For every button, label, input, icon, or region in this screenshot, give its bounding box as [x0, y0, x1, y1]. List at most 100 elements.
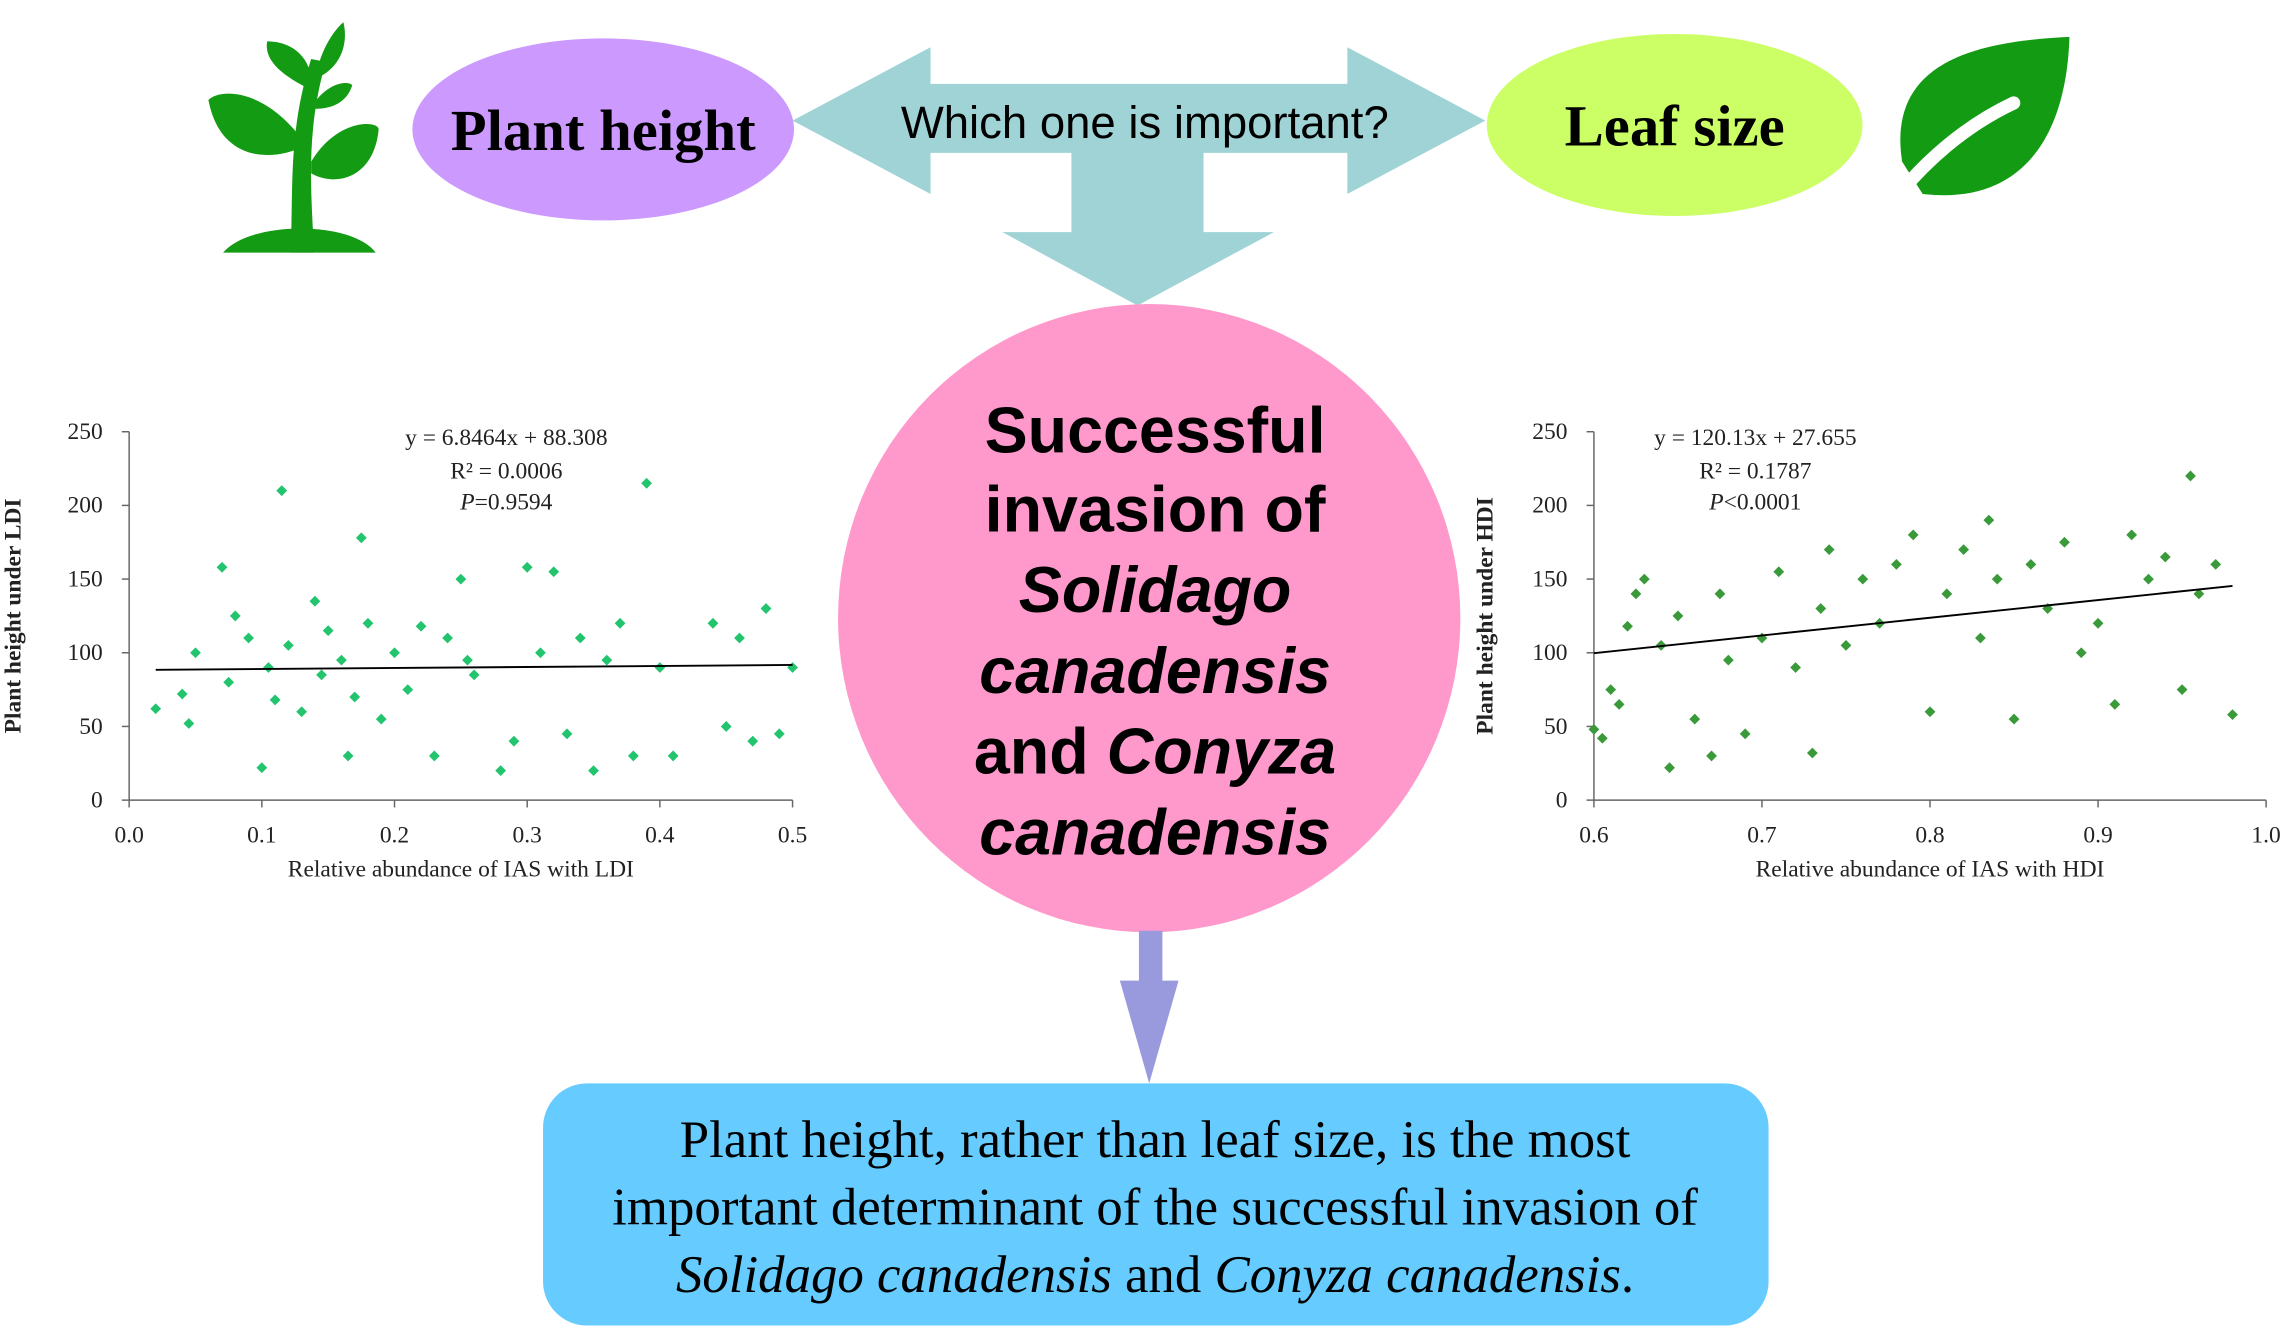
- point: [362, 617, 374, 629]
- point: [1664, 762, 1675, 774]
- point: [223, 676, 235, 688]
- y-tick-label: 0: [91, 787, 103, 813]
- center-line: Successful: [985, 394, 1326, 466]
- point: [2075, 647, 2087, 659]
- point: [276, 485, 288, 497]
- point: [641, 477, 653, 489]
- y-tick-label: 250: [68, 419, 103, 445]
- point: [442, 632, 453, 644]
- point: [747, 735, 759, 747]
- conclusion-box: [543, 1083, 1769, 1326]
- conclusion-line: important determinant of the successful …: [612, 1178, 1698, 1236]
- point: [336, 654, 347, 666]
- trendline: [1593, 584, 2233, 655]
- x-tick-label: 0.7: [1747, 823, 1777, 849]
- y-tick-label: 200: [1532, 493, 1567, 519]
- center-word: Conyza: [1107, 716, 1337, 788]
- conclusion-word: .: [1621, 1246, 1634, 1304]
- point: [707, 617, 719, 629]
- x-tick-label: 0.5: [778, 823, 807, 849]
- y-axis-title: Plant height under HDI: [1473, 497, 1499, 735]
- point: [614, 617, 626, 629]
- point: [574, 632, 586, 644]
- point: [309, 595, 321, 607]
- point: [1672, 610, 1684, 622]
- point: [1907, 529, 1919, 541]
- y-tick-label: 100: [1532, 640, 1567, 666]
- point: [1857, 573, 1869, 585]
- point: [495, 765, 507, 777]
- point: [760, 603, 772, 614]
- r-squared: R² = 0.1787: [1699, 459, 1811, 485]
- y-tick-label: 200: [68, 493, 103, 519]
- point: [734, 632, 745, 644]
- center-word: and: [974, 716, 1107, 788]
- point: [1958, 544, 1970, 556]
- y-tick-label: 50: [79, 714, 102, 740]
- x-tick-label: 0.1: [247, 823, 276, 849]
- x-tick-label: 1.0: [2251, 823, 2280, 849]
- conclusion-word: Solidago canadensis: [676, 1246, 1112, 1304]
- point: [2109, 698, 2121, 710]
- point: [1689, 713, 1701, 725]
- point: [535, 647, 546, 659]
- x-tick-label: 0.8: [1915, 823, 1944, 849]
- point: [1722, 654, 1734, 666]
- point: [2210, 558, 2222, 570]
- point: [588, 765, 599, 777]
- p-value: P<0.0001: [1708, 490, 1801, 516]
- point: [1638, 573, 1650, 585]
- point: [1622, 620, 1633, 632]
- leaf-size-label: Leaf size: [1565, 94, 1785, 159]
- trendline: [155, 663, 793, 671]
- p-symbol: P: [1708, 490, 1723, 516]
- point: [389, 647, 400, 659]
- x-tick-label: 0.2: [380, 823, 409, 849]
- conclusion-line: Solidago canadensis and Conyza canadensi…: [676, 1246, 1634, 1304]
- point: [1823, 544, 1835, 556]
- x-tick-label: 0.3: [513, 823, 542, 849]
- point: [720, 721, 732, 732]
- point: [2185, 470, 2196, 482]
- point: [190, 647, 201, 659]
- point: [1596, 732, 1608, 744]
- point: [1924, 706, 1936, 718]
- point: [1714, 588, 1726, 600]
- point: [243, 632, 254, 644]
- leaf-icon: [1880, 36, 2070, 216]
- conclusion-word: and: [1112, 1246, 1215, 1304]
- point: [455, 573, 467, 585]
- plant-height-label: Plant height: [451, 98, 756, 163]
- center-line: canadensis: [979, 796, 1331, 868]
- point: [1815, 603, 1827, 614]
- point: [1588, 723, 1600, 735]
- equation: y = 120.13x + 27.655: [1654, 425, 1857, 451]
- point: [428, 750, 440, 762]
- point: [654, 662, 666, 673]
- p-text: =0.9594: [475, 490, 553, 516]
- point: [216, 561, 228, 573]
- y-axis-title: Plant height under LDI: [1, 498, 27, 733]
- point: [355, 532, 367, 544]
- point: [462, 654, 473, 666]
- x-tick-label: 0.4: [645, 823, 675, 849]
- y-tick-label: 100: [68, 640, 103, 666]
- r-squared: R² = 0.0006: [450, 459, 562, 485]
- x-tick-label: 0.9: [2083, 823, 2112, 849]
- point: [508, 735, 520, 747]
- point: [342, 750, 354, 762]
- x-axis-title: Relative abundance of IAS with LDI: [288, 856, 634, 882]
- point: [1983, 514, 1995, 526]
- point: [521, 561, 533, 573]
- arrows: [792, 47, 1486, 306]
- point: [1613, 698, 1625, 710]
- point: [627, 750, 639, 762]
- center-line: and Conyza: [974, 716, 1336, 788]
- point: [1806, 747, 1818, 759]
- point: [2025, 558, 2037, 570]
- point: [2143, 573, 2154, 585]
- p-value: P=0.9594: [459, 490, 552, 516]
- center-circle: [838, 304, 1461, 933]
- down-arrow: [1119, 930, 1179, 1084]
